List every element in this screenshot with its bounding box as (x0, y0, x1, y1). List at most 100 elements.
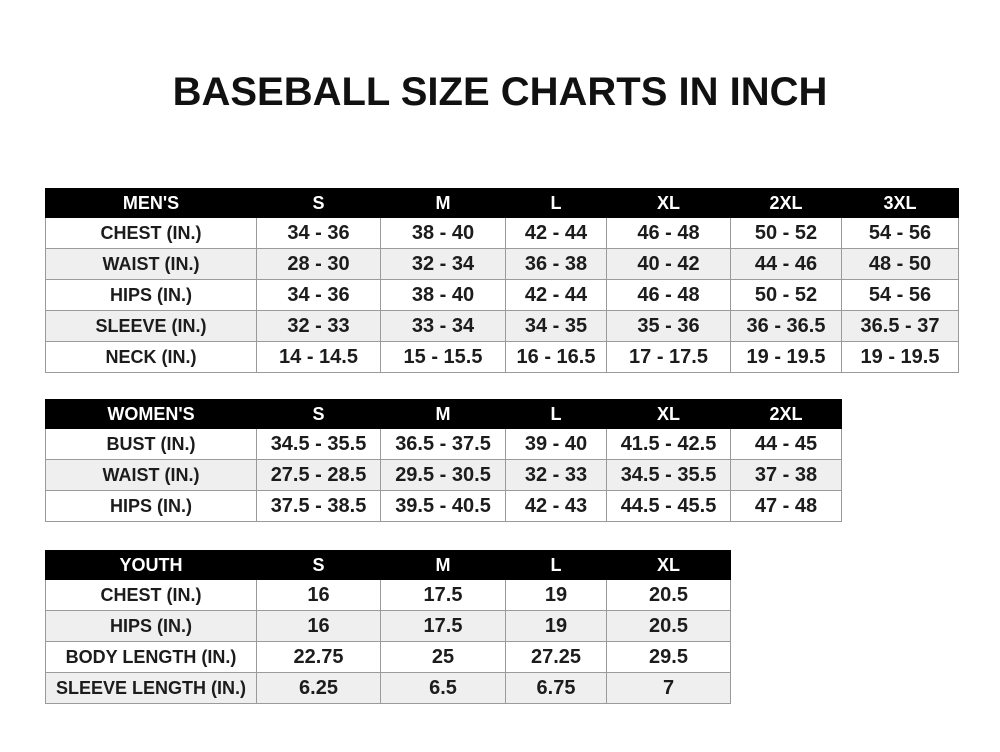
size-value: 44 - 46 (730, 248, 842, 280)
size-value: 37 - 38 (730, 459, 842, 491)
size-value: 6.5 (380, 672, 506, 704)
size-value: 16 (256, 579, 381, 611)
size-value: 6.75 (505, 672, 607, 704)
size-value: 50 - 52 (730, 279, 842, 311)
measurement-label: NECK (IN.) (45, 341, 257, 373)
size-header: XL (606, 550, 731, 580)
size-value: 44.5 - 45.5 (606, 490, 731, 522)
size-value: 38 - 40 (380, 217, 506, 249)
size-header: 2XL (730, 188, 842, 218)
table-row: HIPS (IN.) 34 - 36 38 - 40 42 - 44 46 - 48 50… (45, 279, 959, 311)
size-value: 16 (256, 610, 381, 642)
size-value: 17 - 17.5 (606, 341, 731, 373)
size-value: 34 - 35 (505, 310, 607, 342)
size-value: 42 - 44 (505, 279, 607, 311)
size-value: 15 - 15.5 (380, 341, 506, 373)
size-header: M (380, 399, 506, 429)
category-header: MEN'S (45, 188, 257, 218)
size-value: 20.5 (606, 610, 731, 642)
size-value: 22.75 (256, 641, 381, 673)
size-value: 19 (505, 610, 607, 642)
table-row: BODY LENGTH (IN.) 22.75 25 27.25 29.5 (45, 641, 731, 673)
header-row: MEN'S S M L XL 2XL 3XL (45, 188, 959, 218)
size-value: 17.5 (380, 610, 506, 642)
table-row: SLEEVE LENGTH (IN.) 6.25 6.5 6.75 7 (45, 672, 731, 704)
size-value: 16 - 16.5 (505, 341, 607, 373)
size-value: 36 - 36.5 (730, 310, 842, 342)
size-value: 34.5 - 35.5 (606, 459, 731, 491)
size-value: 35 - 36 (606, 310, 731, 342)
category-header: WOMEN'S (45, 399, 257, 429)
size-header: XL (606, 399, 731, 429)
size-header: 3XL (841, 188, 959, 218)
size-value: 46 - 48 (606, 217, 731, 249)
measurement-label: HIPS (IN.) (45, 279, 257, 311)
size-header: S (256, 399, 381, 429)
womens-size-table: WOMEN'S S M L XL 2XL BUST (IN.) 34.5 - 35.5 36.5… (45, 399, 842, 522)
size-header: M (380, 188, 506, 218)
size-value: 48 - 50 (841, 248, 959, 280)
size-header: L (505, 550, 607, 580)
size-value: 36.5 - 37.5 (380, 428, 506, 460)
measurement-label: WAIST (IN.) (45, 459, 257, 491)
size-value: 19 - 19.5 (730, 341, 842, 373)
size-value: 25 (380, 641, 506, 673)
size-value: 37.5 - 38.5 (256, 490, 381, 522)
header-row: YOUTH S M L XL (45, 550, 731, 580)
measurement-label: SLEEVE LENGTH (IN.) (45, 672, 257, 704)
size-value: 54 - 56 (841, 279, 959, 311)
size-value: 46 - 48 (606, 279, 731, 311)
size-value: 20.5 (606, 579, 731, 611)
table-row: SLEEVE (IN.) 32 - 33 33 - 34 34 - 35 35 - 36… (45, 310, 959, 342)
size-value: 32 - 33 (256, 310, 381, 342)
size-value: 29.5 (606, 641, 731, 673)
size-header: XL (606, 188, 731, 218)
size-value: 40 - 42 (606, 248, 731, 280)
size-header: L (505, 399, 607, 429)
header-row: WOMEN'S S M L XL 2XL (45, 399, 842, 429)
size-value: 42 - 44 (505, 217, 607, 249)
size-value: 17.5 (380, 579, 506, 611)
size-header: S (256, 550, 381, 580)
size-value: 14 - 14.5 (256, 341, 381, 373)
size-value: 50 - 52 (730, 217, 842, 249)
size-header: L (505, 188, 607, 218)
size-value: 33 - 34 (380, 310, 506, 342)
size-value: 36 - 38 (505, 248, 607, 280)
youth-size-table: YOUTH S M L XL CHEST (IN.) 16 17.5 19 20.5 HIPS (I… (45, 550, 731, 704)
measurement-label: HIPS (IN.) (45, 610, 257, 642)
measurement-label: SLEEVE (IN.) (45, 310, 257, 342)
measurement-label: HIPS (IN.) (45, 490, 257, 522)
measurement-label: BODY LENGTH (IN.) (45, 641, 257, 673)
size-value: 28 - 30 (256, 248, 381, 280)
size-value: 6.25 (256, 672, 381, 704)
measurement-label: CHEST (IN.) (45, 579, 257, 611)
size-value: 42 - 43 (505, 490, 607, 522)
size-value: 36.5 - 37 (841, 310, 959, 342)
size-value: 39 - 40 (505, 428, 607, 460)
size-header: M (380, 550, 506, 580)
size-value: 7 (606, 672, 731, 704)
size-value: 41.5 - 42.5 (606, 428, 731, 460)
size-value: 19 (505, 579, 607, 611)
size-header: 2XL (730, 399, 842, 429)
measurement-label: CHEST (IN.) (45, 217, 257, 249)
size-value: 39.5 - 40.5 (380, 490, 506, 522)
table-row: CHEST (IN.) 34 - 36 38 - 40 42 - 44 46 - 48 5… (45, 217, 959, 249)
table-row: WAIST (IN.) 28 - 30 32 - 34 36 - 38 40 - 42 4… (45, 248, 959, 280)
size-value: 32 - 34 (380, 248, 506, 280)
size-value: 34 - 36 (256, 217, 381, 249)
measurement-label: BUST (IN.) (45, 428, 257, 460)
size-value: 34 - 36 (256, 279, 381, 311)
category-header: YOUTH (45, 550, 257, 580)
size-value: 38 - 40 (380, 279, 506, 311)
table-row: HIPS (IN.) 16 17.5 19 20.5 (45, 610, 731, 642)
table-row: NECK (IN.) 14 - 14.5 15 - 15.5 16 - 16.5 17 … (45, 341, 959, 373)
measurement-label: WAIST (IN.) (45, 248, 257, 280)
size-value: 34.5 - 35.5 (256, 428, 381, 460)
size-value: 32 - 33 (505, 459, 607, 491)
size-value: 54 - 56 (841, 217, 959, 249)
size-value: 27.5 - 28.5 (256, 459, 381, 491)
size-value: 19 - 19.5 (841, 341, 959, 373)
table-row: BUST (IN.) 34.5 - 35.5 36.5 - 37.5 39 - 40 4… (45, 428, 842, 460)
